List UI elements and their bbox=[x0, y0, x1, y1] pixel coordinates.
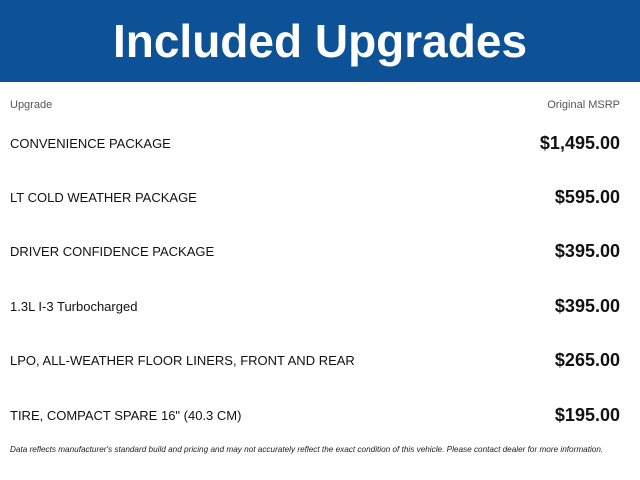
upgrade-price: $195.00 bbox=[554, 404, 620, 425]
upgrade-row: 1.3L I-3 Turbocharged $395.00 bbox=[10, 296, 620, 316]
disclaimer: Data reflects manufacturer's standard bu… bbox=[10, 445, 604, 454]
upgrade-name: LPO, ALL-WEATHER FLOOR LINERS, FRONT AND… bbox=[10, 353, 355, 369]
upgrade-name: 1.3L I-3 Turbocharged bbox=[10, 298, 138, 314]
column-header-upgrade: Upgrade bbox=[10, 99, 53, 111]
title-banner: Included Upgrades bbox=[0, 0, 640, 82]
upgrade-row: DRIVER CONFIDENCE PACKAGE $395.00 bbox=[10, 241, 620, 262]
column-header-msrp: Original MSRP bbox=[547, 99, 620, 111]
upgrade-name: LT COLD WEATHER PACKAGE bbox=[10, 189, 197, 205]
upgrade-name: CONVENIENCE PACKAGE bbox=[10, 135, 171, 151]
upgrade-row: LT COLD WEATHER PACKAGE $595.00 bbox=[10, 187, 620, 207]
upgrade-price: $395.00 bbox=[554, 295, 620, 316]
upgrade-price: $395.00 bbox=[554, 241, 620, 262]
upgrade-price: $1,495.00 bbox=[539, 132, 620, 153]
upgrade-name: TIRE, COMPACT SPARE 16" (40.3 CM) bbox=[10, 407, 242, 423]
page-title: Included Upgrades bbox=[112, 15, 528, 67]
upgrade-price: $595.00 bbox=[554, 186, 620, 207]
upgrade-price: $265.00 bbox=[554, 350, 620, 371]
upgrade-row: TIRE, COMPACT SPARE 16" (40.3 CM) $195.00 bbox=[10, 405, 620, 425]
upgrade-row: CONVENIENCE PACKAGE $1,495.00 bbox=[10, 133, 620, 153]
upgrade-name: DRIVER CONFIDENCE PACKAGE bbox=[10, 244, 215, 260]
upgrade-row: LPO, ALL-WEATHER FLOOR LINERS, FRONT AND… bbox=[10, 350, 620, 371]
